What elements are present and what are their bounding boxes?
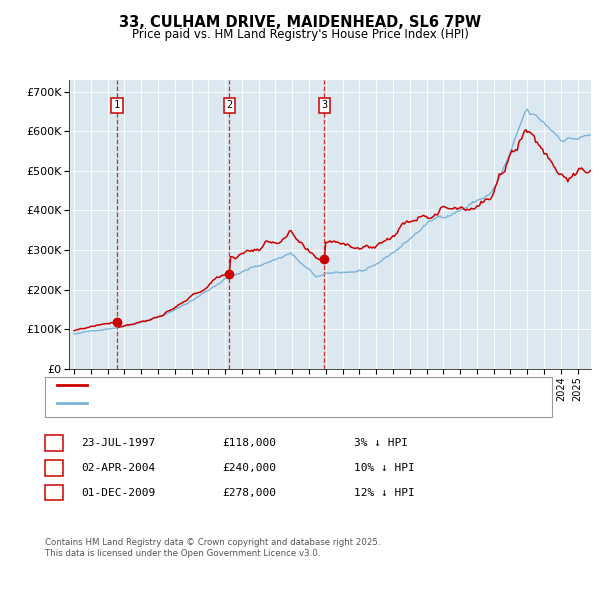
Text: £278,000: £278,000 bbox=[222, 488, 276, 497]
Text: 2: 2 bbox=[50, 463, 58, 473]
Text: 3% ↓ HPI: 3% ↓ HPI bbox=[354, 438, 408, 448]
Text: 1: 1 bbox=[50, 438, 58, 448]
Text: £118,000: £118,000 bbox=[222, 438, 276, 448]
Text: Contains HM Land Registry data © Crown copyright and database right 2025.
This d: Contains HM Land Registry data © Crown c… bbox=[45, 538, 380, 558]
Text: 33, CULHAM DRIVE, MAIDENHEAD, SL6 7PW (semi-detached house): 33, CULHAM DRIVE, MAIDENHEAD, SL6 7PW (s… bbox=[93, 380, 445, 389]
Text: £240,000: £240,000 bbox=[222, 463, 276, 473]
Text: 1: 1 bbox=[114, 100, 120, 110]
Text: 01-DEC-2009: 01-DEC-2009 bbox=[81, 488, 155, 497]
Text: 10% ↓ HPI: 10% ↓ HPI bbox=[354, 463, 415, 473]
Text: 02-APR-2004: 02-APR-2004 bbox=[81, 463, 155, 473]
Text: Price paid vs. HM Land Registry's House Price Index (HPI): Price paid vs. HM Land Registry's House … bbox=[131, 28, 469, 41]
Text: 3: 3 bbox=[50, 488, 58, 497]
Text: 3: 3 bbox=[322, 100, 328, 110]
Text: 12% ↓ HPI: 12% ↓ HPI bbox=[354, 488, 415, 497]
Text: HPI: Average price, semi-detached house, Windsor and Maidenhead: HPI: Average price, semi-detached house,… bbox=[93, 398, 447, 408]
Text: 2: 2 bbox=[226, 100, 233, 110]
Text: 33, CULHAM DRIVE, MAIDENHEAD, SL6 7PW: 33, CULHAM DRIVE, MAIDENHEAD, SL6 7PW bbox=[119, 15, 481, 30]
Text: 23-JUL-1997: 23-JUL-1997 bbox=[81, 438, 155, 448]
